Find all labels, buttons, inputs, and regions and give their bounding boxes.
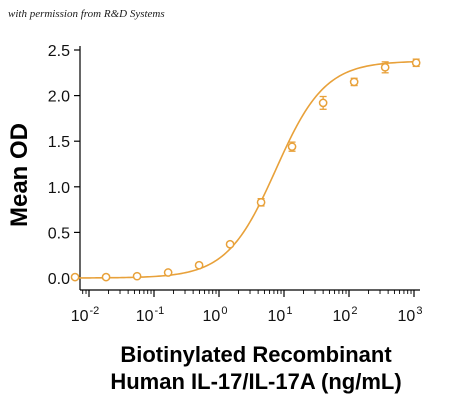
y-tick-label: 2.5 [48, 43, 70, 60]
data-point [225, 239, 235, 249]
x-tick-label: 100 [203, 305, 228, 325]
data-point [411, 58, 421, 68]
axes [74, 46, 420, 297]
data-point [287, 141, 297, 152]
x-axis-title-line: Human IL-17/IL-17A (ng/mL) [110, 369, 401, 394]
x-tick-label: 103 [398, 305, 423, 325]
data-point [194, 260, 204, 270]
credit-text: with permission from R&D Systems [8, 8, 165, 20]
data-point [101, 272, 111, 282]
x-tick-label: 10-1 [136, 305, 165, 325]
data-marker [256, 197, 266, 207]
data-marker [163, 268, 173, 277]
x-axis-title-line: Biotinylated Recombinant [120, 342, 392, 367]
data-marker [132, 271, 142, 281]
data-marker [411, 58, 421, 68]
data-point [132, 271, 142, 281]
data-marker [380, 62, 390, 72]
x-tick-label: 101 [268, 305, 293, 325]
data-points [70, 58, 421, 282]
fit-curve [75, 60, 417, 279]
data-marker [194, 260, 204, 270]
data-marker [225, 239, 235, 249]
data-marker [101, 272, 111, 282]
data-point [349, 77, 359, 87]
data-point [380, 61, 390, 74]
y-tick-label: 0.0 [48, 271, 70, 288]
data-marker [318, 98, 328, 108]
data-marker [287, 142, 297, 152]
y-tick-label: 1.5 [48, 134, 70, 151]
y-tick-label: 1.0 [48, 180, 70, 197]
data-point [256, 197, 266, 207]
y-tick-label: 2.0 [48, 89, 70, 106]
y-axis-title: Mean OD [6, 123, 33, 227]
data-point [163, 268, 173, 277]
y-tick-label: 0.5 [48, 225, 70, 242]
data-marker [349, 77, 359, 87]
x-tick-label: 10-2 [71, 305, 100, 325]
data-point [318, 95, 328, 110]
x-tick-label: 102 [333, 305, 358, 325]
axis-labels: 0.0 0.5 1.0 1.5 2.0 2.5 10-2 10-1 100 101 102 103 Me… [6, 43, 422, 394]
data-marker [70, 272, 80, 282]
fit-curve-layer [75, 60, 417, 279]
data-point [70, 272, 80, 282]
